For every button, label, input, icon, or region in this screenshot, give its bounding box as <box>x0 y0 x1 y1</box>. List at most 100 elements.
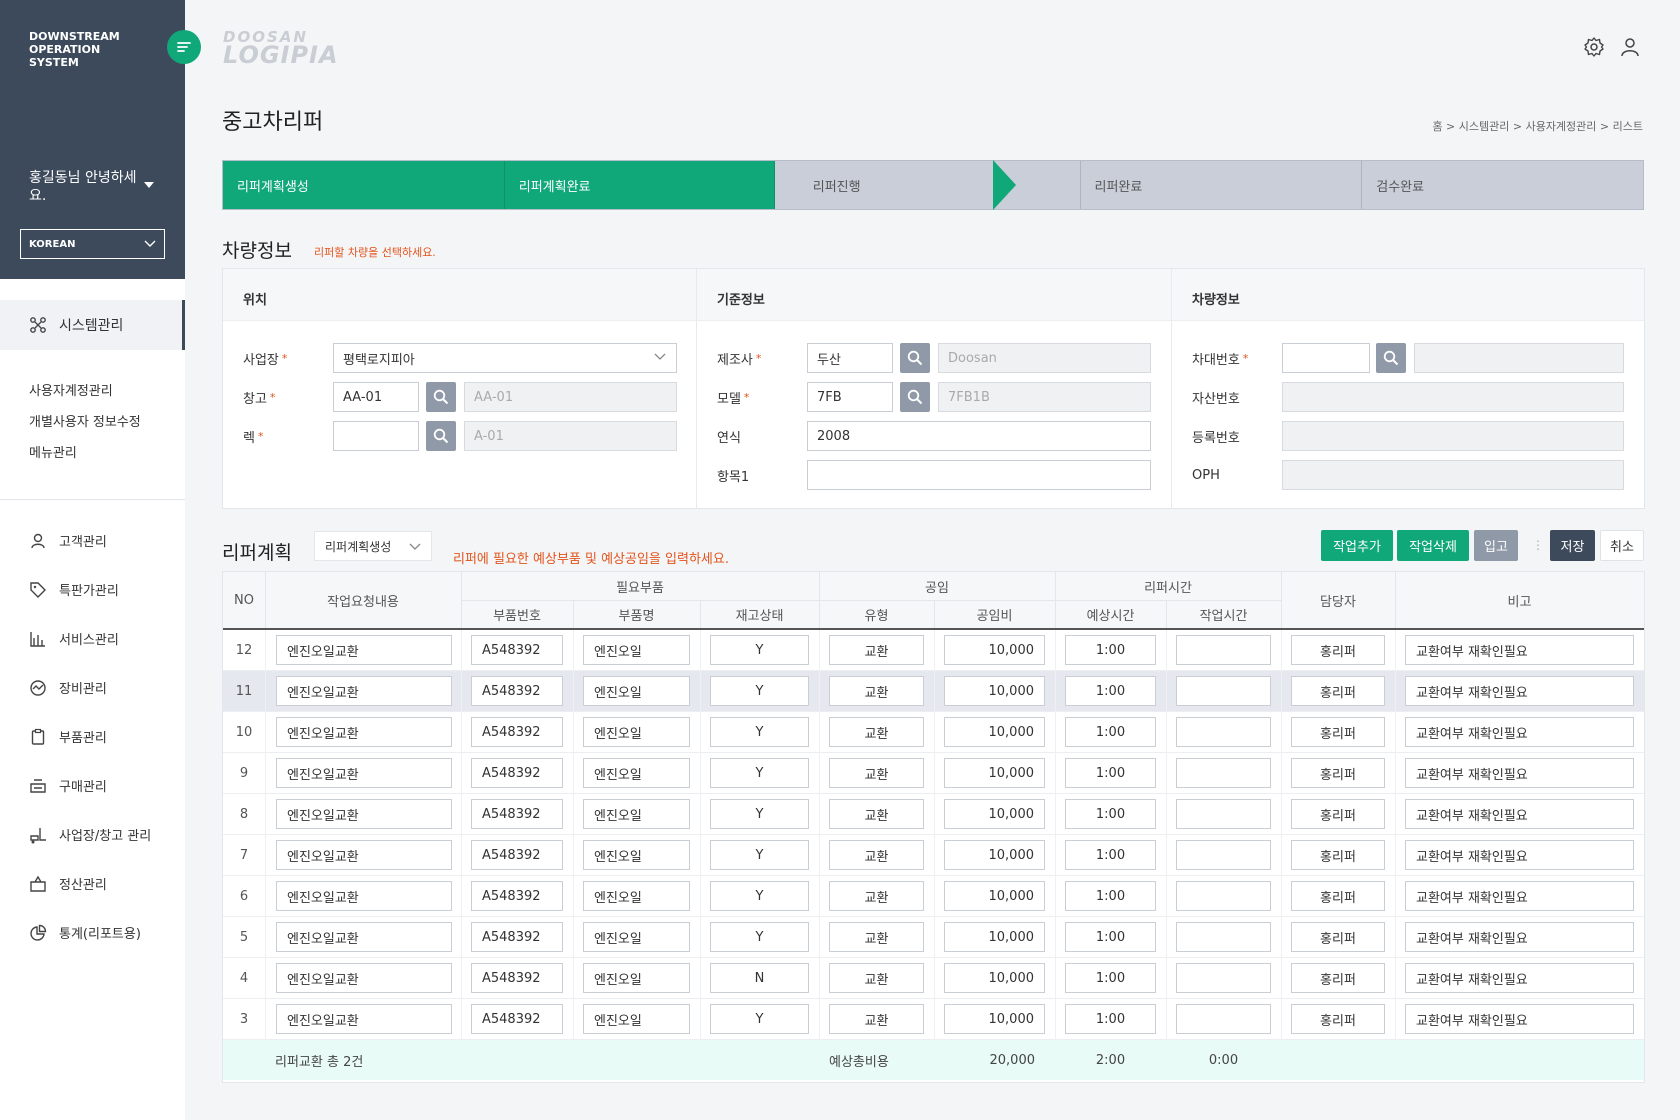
submenu-item-menu[interactable]: 메뉴관리 <box>29 446 77 461</box>
nav-system-management[interactable]: 시스템관리 <box>0 300 185 350</box>
owner-input[interactable]: 홍리퍼 <box>1291 963 1385 993</box>
cost-input[interactable]: 10,000 <box>944 881 1045 911</box>
nav-site-warehouse[interactable]: 사업장/창고 관리 <box>29 810 151 859</box>
part-no-input[interactable]: A548392 <box>471 922 563 952</box>
part-no-input[interactable]: A548392 <box>471 799 563 829</box>
step-in-progress[interactable]: 리퍼진행 <box>775 161 1081 209</box>
submenu-item-user-info[interactable]: 개별사용자 정보수정 <box>29 415 141 430</box>
model-code-input[interactable]: 7FB <box>807 382 893 412</box>
note-input[interactable]: 교환여부 재확인필요 <box>1405 799 1634 829</box>
part-name-input[interactable]: 엔진오일 <box>583 635 690 665</box>
owner-input[interactable]: 홍리퍼 <box>1291 635 1385 665</box>
nav-settlement[interactable]: 정산관리 <box>29 859 151 908</box>
nav-equipment[interactable]: 장비관리 <box>29 663 151 712</box>
owner-input[interactable]: 홍리퍼 <box>1291 922 1385 952</box>
type-input[interactable]: 교환 <box>829 717 924 747</box>
note-input[interactable]: 교환여부 재확인필요 <box>1405 635 1634 665</box>
part-name-input[interactable]: 엔진오일 <box>583 717 690 747</box>
est-time-input[interactable]: 1:00 <box>1065 963 1156 993</box>
cost-input[interactable]: 10,000 <box>944 717 1045 747</box>
work-time-input[interactable] <box>1176 840 1271 870</box>
work-time-input[interactable] <box>1176 1004 1271 1034</box>
work-time-input[interactable] <box>1176 799 1271 829</box>
stock-input[interactable]: Y <box>710 676 809 706</box>
nav-purchase[interactable]: 구매관리 <box>29 761 151 810</box>
part-name-input[interactable]: 엔진오일 <box>583 963 690 993</box>
part-no-input[interactable]: A548392 <box>471 840 563 870</box>
part-name-input[interactable]: 엔진오일 <box>583 840 690 870</box>
cost-input[interactable]: 10,000 <box>944 799 1045 829</box>
stock-input[interactable]: Y <box>710 840 809 870</box>
stock-input[interactable]: Y <box>710 799 809 829</box>
owner-input[interactable]: 홍리퍼 <box>1291 758 1385 788</box>
stock-input[interactable]: Y <box>710 881 809 911</box>
owner-input[interactable]: 홍리퍼 <box>1291 799 1385 829</box>
est-time-input[interactable]: 1:00 <box>1065 676 1156 706</box>
owner-input[interactable]: 홍리퍼 <box>1291 840 1385 870</box>
owner-input[interactable]: 홍리퍼 <box>1291 1004 1385 1034</box>
maker-code-input[interactable]: 두산 <box>807 343 893 373</box>
part-name-input[interactable]: 엔진오일 <box>583 758 690 788</box>
note-input[interactable]: 교환여부 재확인필요 <box>1405 676 1634 706</box>
type-input[interactable]: 교환 <box>829 840 924 870</box>
part-name-input[interactable]: 엔진오일 <box>583 676 690 706</box>
est-time-input[interactable]: 1:00 <box>1065 1004 1156 1034</box>
stock-input[interactable]: Y <box>710 717 809 747</box>
note-input[interactable]: 교환여부 재확인필요 <box>1405 758 1634 788</box>
part-no-input[interactable]: A548392 <box>471 881 563 911</box>
work-time-input[interactable] <box>1176 922 1271 952</box>
work-time-input[interactable] <box>1176 963 1271 993</box>
est-time-input[interactable]: 1:00 <box>1065 635 1156 665</box>
est-time-input[interactable]: 1:00 <box>1065 881 1156 911</box>
work-time-input[interactable] <box>1176 635 1271 665</box>
part-name-input[interactable]: 엔진오일 <box>583 881 690 911</box>
stock-input[interactable]: Y <box>710 1004 809 1034</box>
model-search-button[interactable] <box>900 382 930 412</box>
est-time-input[interactable]: 1:00 <box>1065 758 1156 788</box>
type-input[interactable]: 교환 <box>829 881 924 911</box>
owner-input[interactable]: 홍리퍼 <box>1291 881 1385 911</box>
rack-code-input[interactable] <box>333 421 419 451</box>
note-input[interactable]: 교환여부 재확인필요 <box>1405 922 1634 952</box>
cost-input[interactable]: 10,000 <box>944 676 1045 706</box>
language-select[interactable]: KOREAN <box>20 229 165 259</box>
nav-special-price[interactable]: 특판가관리 <box>29 565 151 614</box>
cost-input[interactable]: 10,000 <box>944 922 1045 952</box>
request-input[interactable]: 엔진오일교환 <box>276 881 452 911</box>
cost-input[interactable]: 10,000 <box>944 1004 1045 1034</box>
type-input[interactable]: 교환 <box>829 799 924 829</box>
nav-statistics[interactable]: 통계(리포트용) <box>29 908 151 957</box>
warehouse-search-button[interactable] <box>426 382 456 412</box>
owner-input[interactable]: 홍리퍼 <box>1291 676 1385 706</box>
request-input[interactable]: 엔진오일교환 <box>276 717 452 747</box>
request-input[interactable]: 엔진오일교환 <box>276 922 452 952</box>
maker-search-button[interactable] <box>900 343 930 373</box>
request-input[interactable]: 엔진오일교환 <box>276 758 452 788</box>
type-input[interactable]: 교환 <box>829 635 924 665</box>
note-input[interactable]: 교환여부 재확인필요 <box>1405 963 1634 993</box>
delete-task-button[interactable]: 작업삭제 <box>1397 530 1469 561</box>
note-input[interactable]: 교환여부 재확인필요 <box>1405 881 1634 911</box>
request-input[interactable]: 엔진오일교환 <box>276 963 452 993</box>
chassis-search-button[interactable] <box>1376 343 1406 373</box>
year-input[interactable]: 2008 <box>807 421 1151 451</box>
stock-input[interactable]: Y <box>710 758 809 788</box>
work-time-input[interactable] <box>1176 881 1271 911</box>
part-no-input[interactable]: A548392 <box>471 758 563 788</box>
item-input[interactable] <box>807 460 1151 490</box>
owner-input[interactable]: 홍리퍼 <box>1291 717 1385 747</box>
request-input[interactable]: 엔진오일교환 <box>276 840 452 870</box>
part-no-input[interactable]: A548392 <box>471 717 563 747</box>
type-input[interactable]: 교환 <box>829 1004 924 1034</box>
note-input[interactable]: 교환여부 재확인필요 <box>1405 717 1634 747</box>
part-name-input[interactable]: 엔진오일 <box>583 799 690 829</box>
work-time-input[interactable] <box>1176 676 1271 706</box>
gear-icon[interactable] <box>1583 36 1605 58</box>
menu-toggle-button[interactable] <box>167 30 201 64</box>
rack-search-button[interactable] <box>426 421 456 451</box>
receive-button[interactable]: 입고 <box>1474 530 1518 561</box>
type-input[interactable]: 교환 <box>829 758 924 788</box>
est-time-input[interactable]: 1:00 <box>1065 799 1156 829</box>
request-input[interactable]: 엔진오일교환 <box>276 676 452 706</box>
stock-input[interactable]: N <box>710 963 809 993</box>
